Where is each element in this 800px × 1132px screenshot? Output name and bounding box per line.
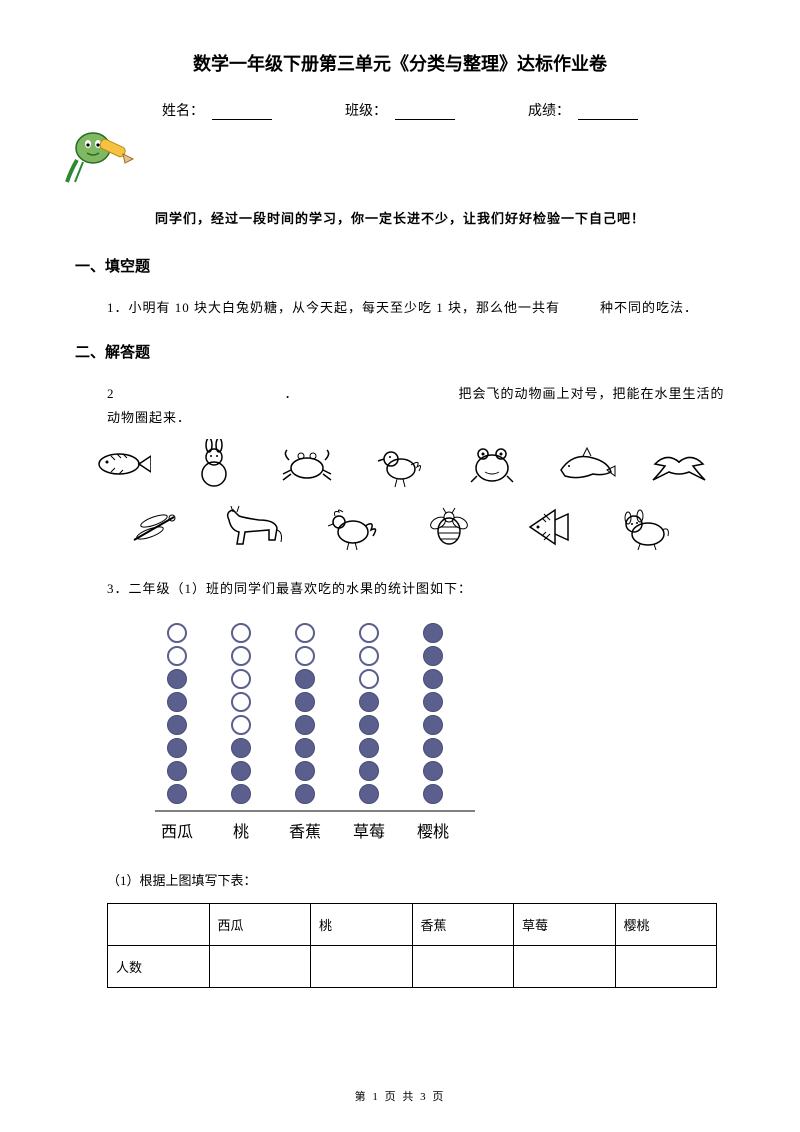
dolphin-icon (539, 442, 632, 492)
name-blank[interactable] (212, 106, 272, 120)
q1-text-b: 种不同的吃法． (600, 300, 698, 315)
bird-icon (354, 439, 447, 494)
class-label: 班级： (345, 104, 387, 119)
q2-dot: ． (285, 386, 299, 401)
question-3: 3．二年级（1）班的同学们最喜欢吃的水果的统计图如下： (107, 577, 725, 600)
info-row: 姓名： 班级： 成绩： (75, 100, 725, 120)
animals-grid (75, 439, 725, 557)
section-2-heading: 二、解答题 (75, 341, 725, 362)
fruit-table: 西瓜桃香蕉草莓樱桃 人数 (107, 903, 717, 988)
swallow-icon (632, 444, 725, 489)
q1-number: 1． (107, 300, 129, 315)
section-1-heading: 一、填空题 (75, 255, 725, 276)
rooster-icon (302, 502, 400, 557)
frog-icon (446, 442, 539, 492)
horse-icon (203, 502, 301, 557)
bee-icon (400, 505, 498, 555)
fruit-chart: 西瓜桃香蕉草莓樱桃 (155, 623, 725, 842)
page-title: 数学一年级下册第三单元《分类与整理》达标作业卷 (75, 50, 725, 76)
question-2: 2 ．把会飞的动物画上对号，把能在水里生活的动物圈起来． (107, 382, 725, 429)
intro-text: 同学们，经过一段时间的学习，你一定长进不少，让我们好好检验一下自己吧！ (75, 208, 725, 227)
q2-number: 2 (107, 386, 115, 401)
score-blank[interactable] (578, 106, 638, 120)
question-1: 1．小明有 10 块大白兔奶糖，从今天起，每天至少吃 1 块，那么他一共有 种不同… (107, 296, 725, 319)
pencil-icon (65, 130, 725, 190)
class-blank[interactable] (395, 106, 455, 120)
q2-text: 把会飞的动物画上对号，把能在水里生活的动物圈起来． (107, 386, 725, 424)
page-footer: 第 1 页 共 3 页 (0, 1088, 800, 1104)
q1-text-a: 小明有 10 块大白兔奶糖，从今天起，每天至少吃 1 块，那么他一共有 (129, 300, 561, 315)
fish-icon (75, 444, 168, 489)
crab-icon (261, 442, 354, 492)
rabbit-icon (168, 439, 261, 494)
score-label: 成绩： (528, 104, 570, 119)
q3-sub1: （1）根据上图填写下表： (107, 870, 725, 889)
angelfish-icon (498, 502, 596, 557)
dog-icon (597, 502, 695, 557)
dragonfly-icon (105, 505, 203, 555)
name-label: 姓名： (162, 104, 204, 119)
